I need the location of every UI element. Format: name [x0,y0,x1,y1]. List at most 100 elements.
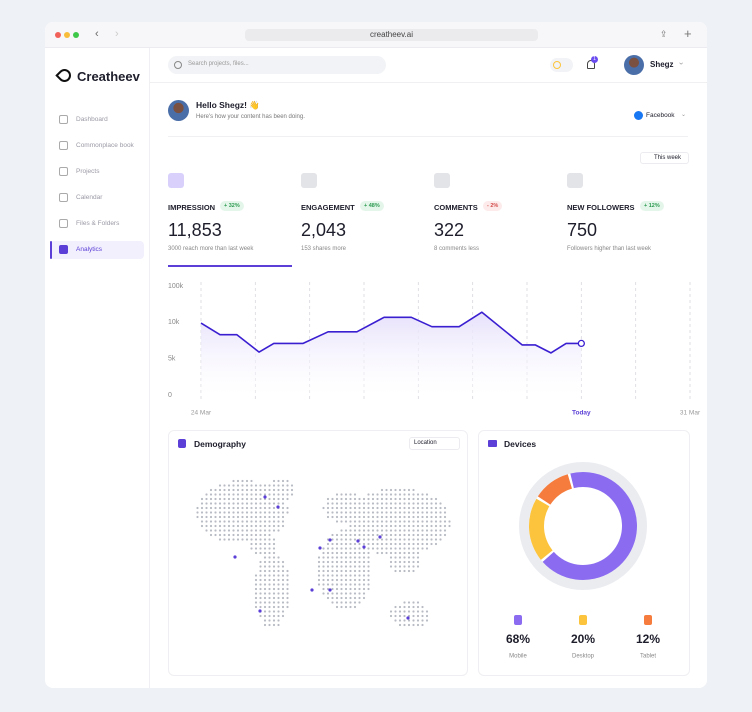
map-dot [407,610,411,613]
map-dot [407,493,411,496]
platform-select[interactable]: Facebook [646,112,675,119]
map-dot [214,533,217,537]
toggle-knob [553,61,561,69]
map-dot [376,547,379,550]
map-dot [322,547,325,550]
map-dot [245,511,249,514]
map-dot [403,515,406,519]
map-dot [200,520,204,523]
url-bar[interactable] [245,29,538,41]
map-highlight [258,609,262,613]
new-tab-button[interactable]: + [684,26,692,41]
nav-item[interactable]: Analytics [76,246,103,253]
map-dot [344,493,348,496]
map-dot [353,578,357,582]
map-dot [286,488,289,492]
map-dot [335,601,339,604]
map-dot [412,515,415,519]
map-dot [286,601,289,604]
map-dot [421,610,424,613]
map-dot [268,493,271,496]
map-dot [380,488,384,492]
map-dot [326,515,330,519]
forward-button[interactable]: › [115,28,119,40]
map-dot [362,515,366,519]
map-dot [326,574,330,577]
map-dot [340,565,343,568]
stat-note: Followers higher than last week [567,246,652,252]
map-dot [416,515,420,519]
map-dot [254,484,258,487]
period-select[interactable] [640,152,689,164]
max-dot[interactable] [73,32,79,38]
map-dot [443,520,447,523]
map-dot [367,524,370,528]
nav-item[interactable]: Files & Folders [76,220,120,227]
map-dot [398,556,402,559]
map-dot [209,488,213,492]
map-dot [367,587,370,591]
platform-chevron[interactable]: ⌄ [681,112,687,118]
map-dot [232,538,235,541]
search-box[interactable] [168,56,386,74]
map-dot [362,538,366,541]
nav-item[interactable]: Dashboard [76,116,108,123]
map-dot [412,623,415,627]
map-dot [385,533,388,537]
user-name[interactable]: Shegz [650,60,674,69]
map-dot [367,497,370,501]
map-dot [227,533,231,537]
user-avatar[interactable] [624,55,644,75]
stat-value: 750 [567,220,598,240]
nav-item[interactable]: Calendar [76,194,103,201]
map-dot [353,511,357,514]
map-dot [331,511,334,514]
map-dot [340,592,343,595]
map-dot [371,520,375,523]
map-dot [416,556,420,559]
map-dot [349,569,352,573]
map-dot [236,493,240,496]
demography-icon [178,439,186,448]
map-dot [281,479,285,483]
nav-item[interactable]: Commonplace book [76,142,134,149]
map-dot [380,542,384,546]
map-dot [331,506,334,510]
location-select[interactable] [409,437,460,450]
nav-item[interactable]: Projects [76,168,100,175]
map-dot [281,614,285,618]
map-dot [254,605,258,609]
map-dot [223,511,226,514]
map-dot [389,614,393,618]
map-dot [281,515,285,519]
map-dot [407,497,411,501]
map-dot [331,556,334,559]
map-highlight [263,495,267,499]
map-dot [268,497,271,501]
map-dot [376,538,379,541]
x-tick-label: 31 Mar [680,410,701,417]
map-dot [335,542,339,546]
map-dot [272,605,276,609]
map-dot [254,497,258,501]
share-button[interactable]: ⇪ [660,29,668,39]
map-dot [416,551,420,555]
map-dot [340,605,343,609]
map-dot [353,529,357,532]
map-dot [403,497,406,501]
map-dot [403,488,406,492]
back-button[interactable]: ‹ [95,28,99,40]
map-dot [344,592,348,595]
map-dot [353,592,357,595]
map-dot [259,583,262,586]
map-dot [317,578,321,582]
min-dot[interactable] [64,32,70,38]
map-dot [254,547,258,550]
map-dot [358,506,361,510]
map-dot [340,533,343,537]
map-dot [259,574,262,577]
stat-change: + 48% [360,201,384,211]
map-dot [232,502,235,505]
close-dot[interactable] [55,32,61,38]
